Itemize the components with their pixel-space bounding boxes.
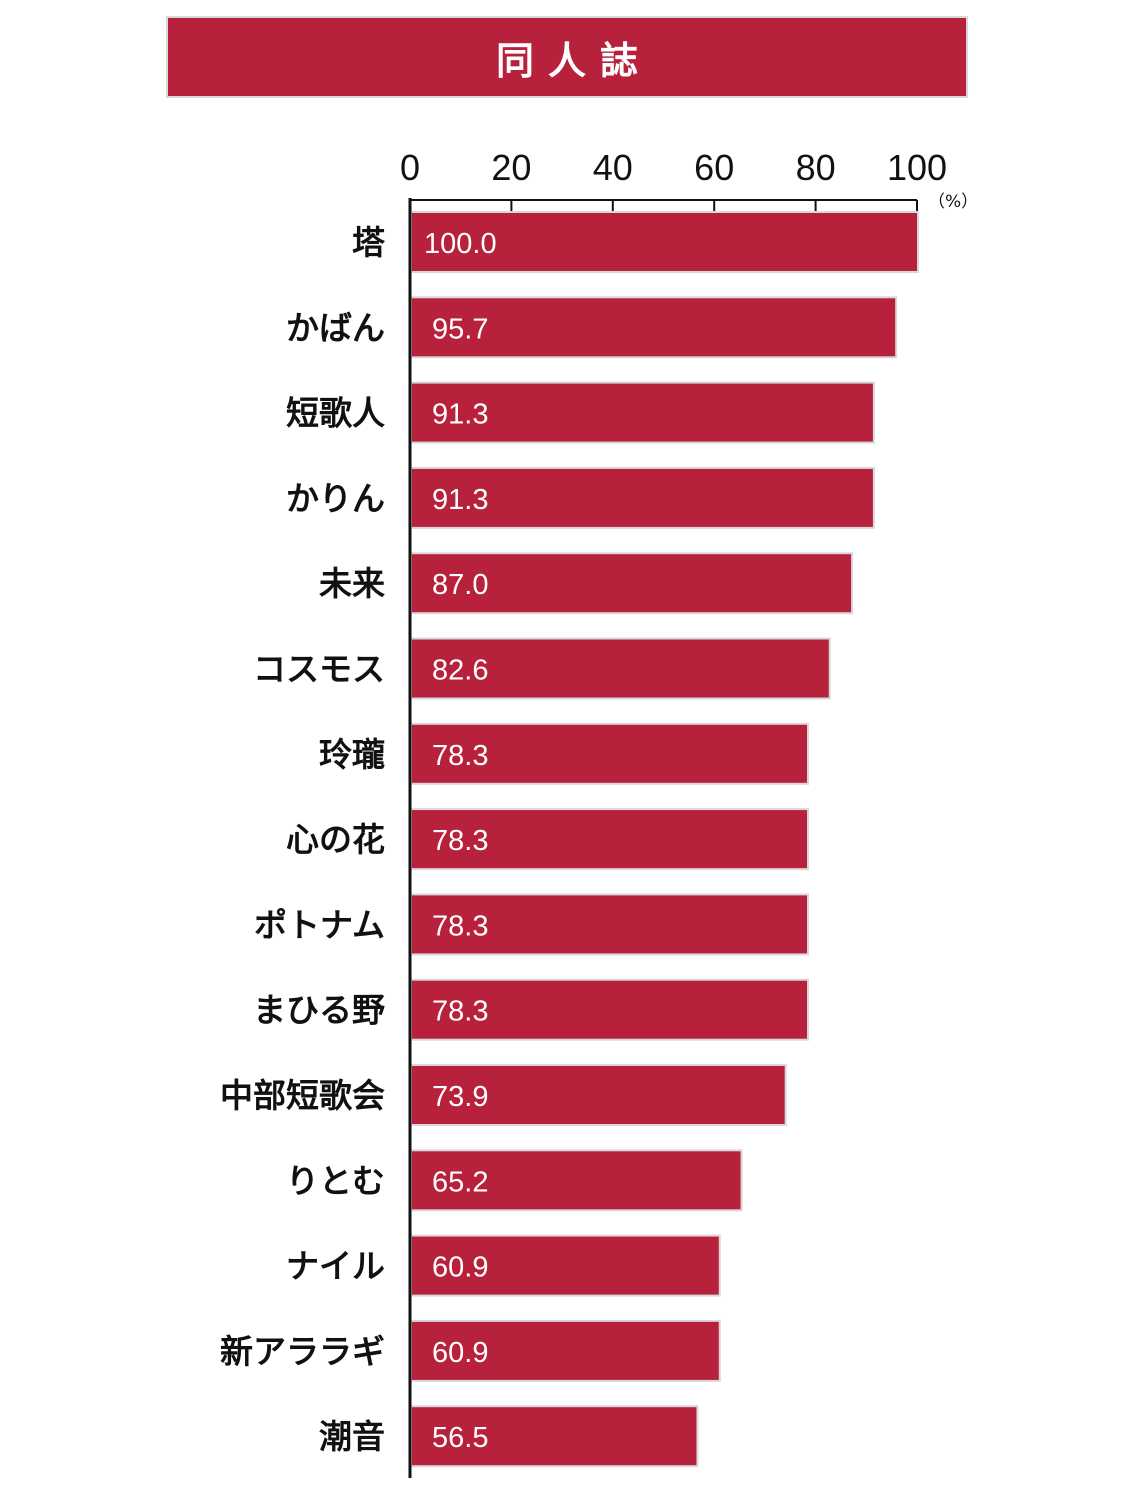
bar	[410, 1064, 787, 1126]
bar-value-label: 100.0	[424, 228, 497, 260]
bar	[410, 1319, 721, 1382]
bar	[410, 893, 809, 956]
category-label: ポトナム	[254, 905, 385, 944]
category-label: かりん	[286, 479, 385, 518]
bar-value-label: 91.3	[432, 399, 488, 431]
bar	[410, 637, 831, 700]
category-label: りとむ	[286, 1161, 385, 1200]
bar	[410, 722, 809, 785]
x-tick-label: 0	[400, 147, 420, 188]
category-label: 塔	[352, 223, 386, 262]
bar	[410, 1149, 743, 1212]
category-label: コスモス	[253, 650, 385, 689]
category-label: 心の花	[286, 820, 385, 859]
chart-title: 同人誌	[495, 38, 652, 83]
category-label: 玲瓏	[319, 735, 385, 774]
bar-value-label: 78.3	[432, 740, 488, 772]
chart-title-banner: 同人誌	[166, 16, 968, 98]
x-tick-label: 80	[796, 147, 836, 188]
bar-value-label: 65.2	[432, 1166, 488, 1198]
category-label: 未来	[319, 564, 385, 603]
bar	[410, 808, 809, 871]
category-label: 短歌人	[286, 394, 385, 433]
bar	[410, 1234, 721, 1297]
category-label: 潮音	[319, 1417, 385, 1456]
bar-value-label: 91.3	[432, 484, 488, 516]
unit-label: （%）	[928, 192, 978, 212]
bar-value-label: 82.6	[432, 655, 488, 687]
bar-value-label: 95.7	[432, 313, 488, 345]
category-label: ナイル	[286, 1247, 385, 1286]
bar-value-label: 56.5	[432, 1422, 488, 1454]
bar-value-label: 78.3	[432, 996, 488, 1028]
bar-value-label: 87.0	[432, 569, 488, 601]
bar-value-label: 78.3	[432, 910, 488, 942]
bar-value-label: 78.3	[432, 825, 488, 857]
category-label: 中部短歌会	[220, 1076, 385, 1115]
bar	[410, 978, 809, 1041]
x-tick-label: 20	[491, 147, 531, 188]
bar	[410, 1405, 699, 1468]
x-tick-label: 60	[694, 147, 734, 188]
category-label: かばん	[286, 308, 385, 347]
x-tick-label: 40	[593, 147, 633, 188]
category-label: 新アララギ	[220, 1332, 385, 1371]
bar-value-label: 60.9	[432, 1337, 488, 1369]
category-label: まひる野	[253, 991, 385, 1030]
bar-value-label: 73.9	[432, 1081, 488, 1113]
x-tick-label: 100	[887, 147, 947, 188]
bar-value-label: 60.9	[432, 1252, 488, 1284]
